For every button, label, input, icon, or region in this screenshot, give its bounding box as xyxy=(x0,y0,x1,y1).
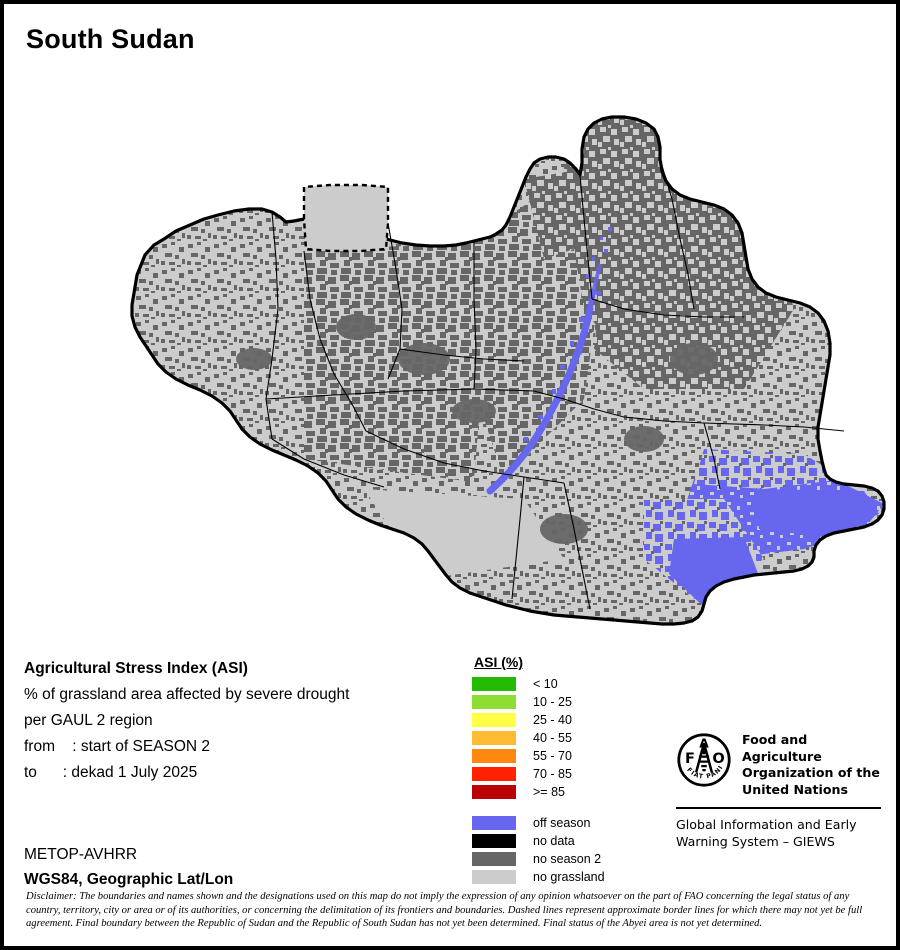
period-from: from : start of SEASON 2 xyxy=(24,738,211,755)
svg-text:O: O xyxy=(712,750,724,767)
legend-label-25-40: 25 - 40 xyxy=(533,712,572,727)
fao-name-line3: United Nations xyxy=(742,781,848,797)
fao-name-line2: Organization of the xyxy=(742,765,880,780)
fao-name-line1: Food and Agriculture xyxy=(742,732,822,764)
giews-line1: Global Information and Early xyxy=(676,817,857,832)
legend-swatch-55-70 xyxy=(472,748,516,763)
legend-label-no-data: no data xyxy=(533,833,575,848)
legend-swatch-lt10 xyxy=(472,676,516,691)
svg-text:A: A xyxy=(699,737,709,751)
page-title: South Sudan xyxy=(26,24,195,54)
legend-item-lt10[interactable]: < 10 xyxy=(472,675,652,692)
legend-label-lt10: < 10 xyxy=(533,676,558,691)
country-border xyxy=(130,115,886,626)
svg-text:F: F xyxy=(685,750,695,767)
legend-swatch-40-55 xyxy=(472,730,516,745)
legend-label-off-season: off season xyxy=(533,815,591,830)
projection-label: WGS84, Geographic Lat/Lon xyxy=(24,871,234,888)
asi-region-unit: per GAUL 2 region xyxy=(24,712,153,729)
admin-boundaries xyxy=(265,158,845,610)
legend-item-no-grassland[interactable]: no grassland xyxy=(472,868,652,885)
sensor-label: METOP-AVHRR xyxy=(24,846,138,863)
legend-item-no-data[interactable]: no data xyxy=(472,832,652,849)
legend-item-gte85[interactable]: >= 85 xyxy=(472,783,652,800)
legend-label-no-grassland: no grassland xyxy=(533,869,605,884)
legend-item-10-25[interactable]: 10 - 25 xyxy=(472,693,652,710)
abyei-disputed-area xyxy=(302,183,390,253)
map-description: Agricultural Stress Index (ASI) % of gra… xyxy=(24,656,454,786)
legend-label-40-55: 40 - 55 xyxy=(533,730,572,745)
fao-branding: F A O FIAT PANIS Food and Agriculture Or… xyxy=(676,732,886,850)
asi-heading: Agricultural Stress Index (ASI) xyxy=(24,660,248,677)
legend-swatch-25-40 xyxy=(472,712,516,727)
legend-label-gte85: >= 85 xyxy=(533,784,565,799)
legend-swatch-70-85 xyxy=(472,766,516,781)
legend-swatch-off-season xyxy=(472,815,516,830)
fao-divider xyxy=(676,807,881,809)
legend-item-40-55[interactable]: 40 - 55 xyxy=(472,729,652,746)
giews-line2: Warning System – GIEWS xyxy=(676,833,835,849)
legend-title: ASI (%) xyxy=(474,654,523,670)
legend-item-off-season[interactable]: off season xyxy=(472,814,652,831)
map-source-info: METOP-AVHRR WGS84, Geographic Lat/Lon xyxy=(24,842,233,892)
legend-item-55-70[interactable]: 55 - 70 xyxy=(472,747,652,764)
fao-logo-icon: F A O FIAT PANIS xyxy=(676,732,731,787)
period-to: to : dekad 1 July 2025 xyxy=(24,764,198,781)
legend-item-25-40[interactable]: 25 - 40 xyxy=(472,711,652,728)
legend-label-70-85: 70 - 85 xyxy=(533,766,572,781)
legend-label-10-25: 10 - 25 xyxy=(533,694,572,709)
legend-swatch-10-25 xyxy=(472,694,516,709)
asi-subtitle: % of grassland area affected by severe d… xyxy=(24,686,350,703)
map-canvas xyxy=(4,59,896,644)
disclaimer-text: Disclaimer: The boundaries and names sho… xyxy=(26,891,863,930)
legend-item-no-season-2[interactable]: no season 2 xyxy=(472,850,652,867)
legend-separator xyxy=(472,801,652,814)
south-sudan-map xyxy=(4,59,896,644)
legend-label-55-70: 55 - 70 xyxy=(533,748,572,763)
legend-swatch-no-data xyxy=(472,833,516,848)
legend-item-70-85[interactable]: 70 - 85 xyxy=(472,765,652,782)
legend-swatch-gte85 xyxy=(472,784,516,799)
map-legend: ASI (%) < 10 10 - 25 25 - 40 40 - 55 55 … xyxy=(472,654,652,886)
legend-swatch-no-grassland xyxy=(472,869,516,884)
legend-label-no-season-2: no season 2 xyxy=(533,851,602,866)
legend-swatch-no-season-2 xyxy=(472,851,516,866)
